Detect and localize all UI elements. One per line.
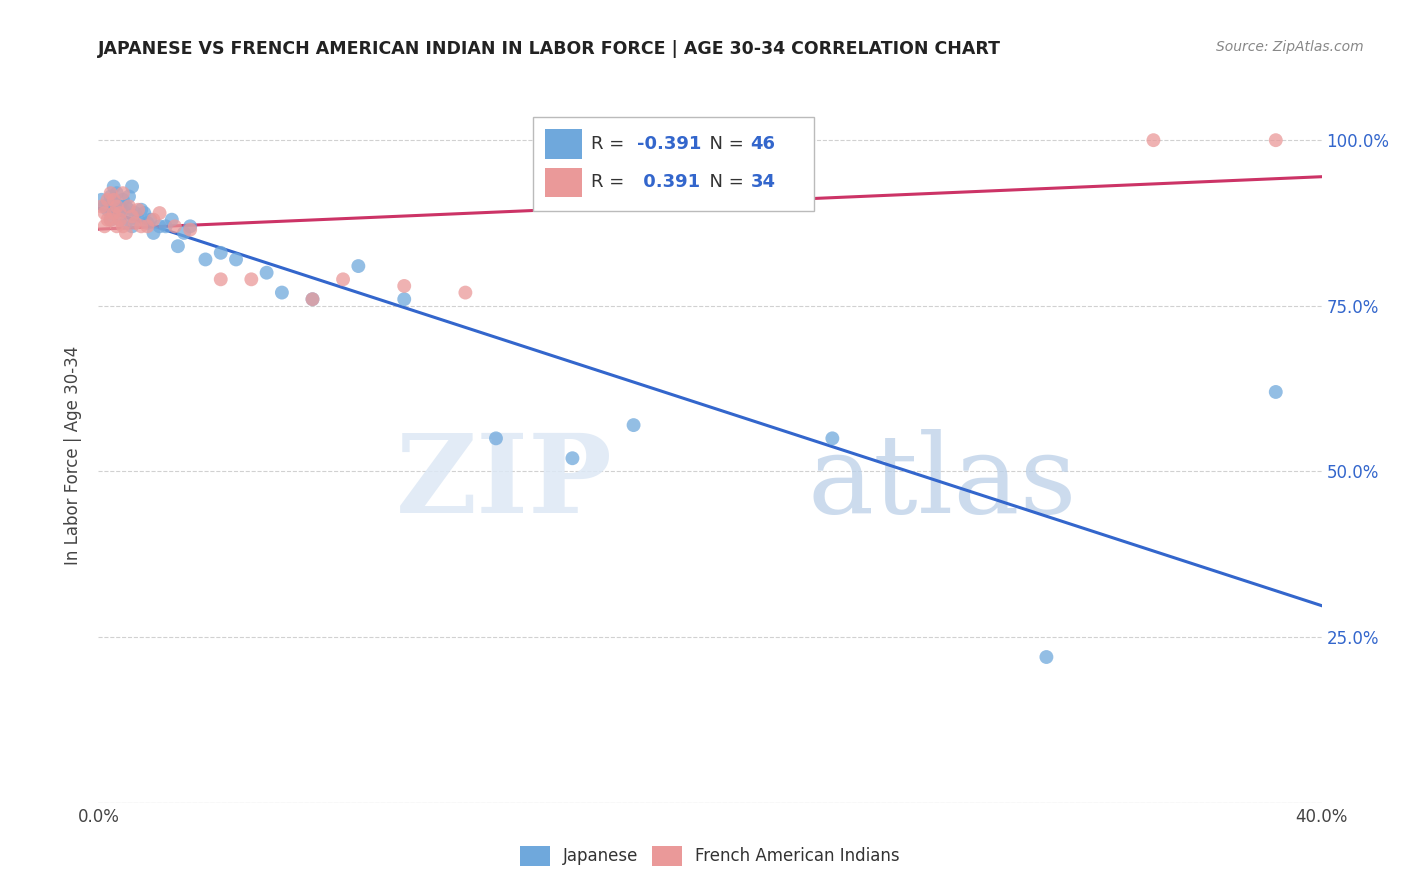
Point <box>392 292 416 306</box>
Point <box>129 219 152 234</box>
Point <box>100 212 122 227</box>
Point <box>90 193 112 207</box>
Point <box>97 212 120 227</box>
Point <box>179 219 201 234</box>
Point <box>1035 650 1057 665</box>
Point <box>108 212 131 227</box>
Point <box>194 252 217 267</box>
Text: atlas: atlas <box>808 429 1077 536</box>
Text: Source: ZipAtlas.com: Source: ZipAtlas.com <box>1216 40 1364 54</box>
Point <box>103 206 125 220</box>
Point <box>301 292 323 306</box>
Point <box>93 206 115 220</box>
Point <box>103 179 125 194</box>
Point <box>149 219 172 234</box>
Point <box>332 272 354 286</box>
Point <box>301 292 323 306</box>
Point <box>93 199 115 213</box>
Text: 0.391: 0.391 <box>637 173 700 191</box>
Point <box>209 272 232 286</box>
Point <box>97 202 120 217</box>
Point <box>240 272 263 286</box>
Text: ZIP: ZIP <box>395 429 612 536</box>
Text: 34: 34 <box>751 173 775 191</box>
Point <box>149 206 172 220</box>
Point <box>155 219 177 234</box>
Point <box>167 239 190 253</box>
Point <box>103 193 125 207</box>
Point <box>105 202 128 217</box>
Point <box>142 226 165 240</box>
Point <box>105 199 128 213</box>
Point <box>347 259 370 273</box>
Point <box>561 451 583 466</box>
Point <box>1142 133 1164 147</box>
Point <box>97 193 120 207</box>
Point <box>93 219 115 234</box>
Text: R =: R = <box>592 135 630 153</box>
Point <box>392 279 416 293</box>
Point <box>111 219 134 234</box>
Point <box>105 219 128 234</box>
Point <box>139 212 162 227</box>
Point <box>100 189 122 203</box>
Text: N =: N = <box>697 135 749 153</box>
Point <box>115 199 138 213</box>
FancyBboxPatch shape <box>533 118 814 211</box>
Point <box>134 206 156 220</box>
Point <box>179 222 201 236</box>
Point <box>90 199 112 213</box>
Point <box>121 210 143 224</box>
Point <box>108 206 131 220</box>
FancyBboxPatch shape <box>546 168 582 197</box>
Text: R =: R = <box>592 173 630 191</box>
Point <box>485 431 508 445</box>
Point <box>105 186 128 201</box>
Point <box>118 199 141 213</box>
Point <box>103 196 125 211</box>
Point <box>111 193 134 207</box>
Text: 46: 46 <box>751 135 775 153</box>
Point <box>100 212 122 227</box>
Point <box>454 285 477 300</box>
Y-axis label: In Labor Force | Age 30-34: In Labor Force | Age 30-34 <box>65 345 83 565</box>
Point <box>115 226 138 240</box>
Text: JAPANESE VS FRENCH AMERICAN INDIAN IN LABOR FORCE | AGE 30-34 CORRELATION CHART: JAPANESE VS FRENCH AMERICAN INDIAN IN LA… <box>98 40 1001 58</box>
Point <box>121 219 143 234</box>
Point <box>127 212 149 227</box>
Point <box>118 202 141 217</box>
Point <box>121 179 143 194</box>
Point <box>821 431 844 445</box>
Point <box>115 216 138 230</box>
Point <box>209 245 232 260</box>
Text: N =: N = <box>697 173 749 191</box>
Point <box>124 216 146 230</box>
Point <box>129 202 152 217</box>
FancyBboxPatch shape <box>546 129 582 159</box>
Point <box>173 226 195 240</box>
Point <box>256 266 278 280</box>
Point <box>225 252 247 267</box>
Point <box>142 212 165 227</box>
Point <box>1264 133 1286 147</box>
Point <box>163 219 186 234</box>
Point <box>136 219 159 234</box>
Text: -0.391: -0.391 <box>637 135 702 153</box>
Point <box>136 216 159 230</box>
Point <box>270 285 292 300</box>
Point <box>108 199 131 213</box>
Point <box>1264 384 1286 399</box>
Legend: Japanese, French American Indians: Japanese, French American Indians <box>512 838 908 874</box>
Point <box>124 206 146 220</box>
Point <box>623 418 645 433</box>
Point <box>108 212 131 227</box>
Point <box>111 202 134 217</box>
Point <box>118 189 141 203</box>
Point <box>100 186 122 201</box>
Point <box>111 186 134 201</box>
Point <box>127 202 149 217</box>
Point <box>160 212 183 227</box>
